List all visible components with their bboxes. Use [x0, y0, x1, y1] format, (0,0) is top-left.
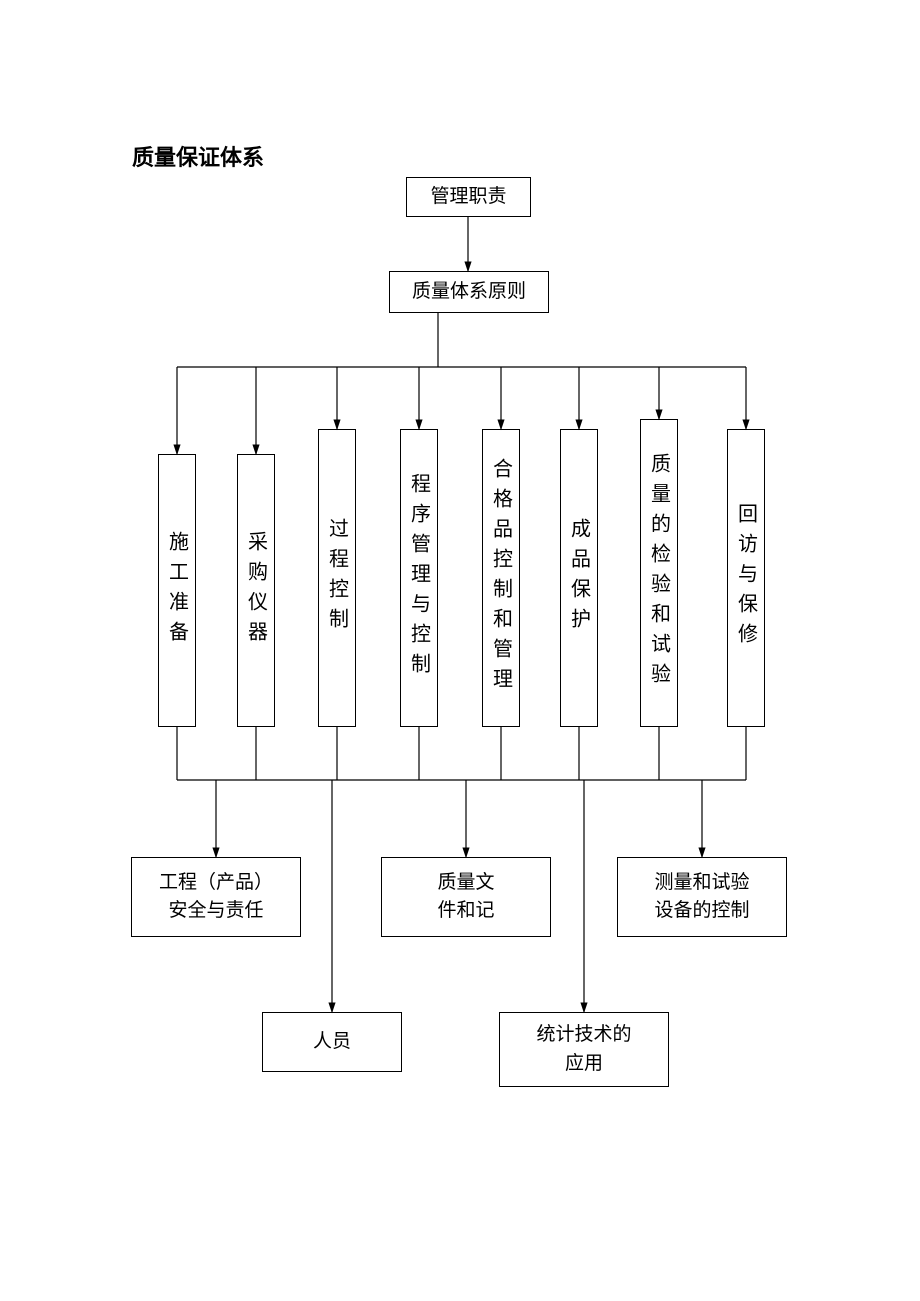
box-safety: 工程（产品）安全与责任 [131, 857, 301, 937]
box-staff: 人员 [262, 1012, 402, 1072]
col-5: 成品保护 [560, 429, 598, 727]
box-mgmt: 管理职责 [406, 177, 531, 217]
measure-line2: 设备的控制 [654, 897, 749, 926]
col-5-label: 成品保护 [565, 518, 594, 638]
col-1: 采购仪器 [237, 454, 275, 727]
col-0-label: 施工准备 [163, 531, 192, 651]
col-3-label: 程序管理与控制 [405, 473, 434, 683]
col-4: 合格品控制和管理 [482, 429, 520, 727]
docs-line1: 质量文 [437, 869, 494, 898]
col-3: 程序管理与控制 [400, 429, 438, 727]
docs-line2: 件和记 [437, 897, 494, 926]
stats-line1: 统计技术的 [536, 1021, 631, 1050]
col-2-label: 过程控制 [323, 518, 352, 638]
col-6-label: 质量的检验和试验 [645, 453, 674, 693]
col-4-label: 合格品控制和管理 [487, 458, 516, 698]
box-stats: 统计技术的应用 [499, 1012, 669, 1087]
box-principle: 质量体系原则 [389, 271, 549, 313]
measure-line1: 测量和试验 [654, 869, 749, 898]
safety-line2: 安全与责任 [168, 897, 263, 926]
page-title: 质量保证体系 [132, 140, 264, 172]
col-7: 回访与保修 [727, 429, 765, 727]
box-measure: 测量和试验设备的控制 [617, 857, 787, 937]
col-6: 质量的检验和试验 [640, 419, 678, 727]
col-7-label: 回访与保修 [732, 503, 761, 653]
box-docs: 质量文件和记 [381, 857, 551, 937]
col-2: 过程控制 [318, 429, 356, 727]
staff-line1: 人员 [313, 1028, 351, 1057]
col-1-label: 采购仪器 [242, 531, 271, 651]
stats-line2: 应用 [565, 1050, 603, 1079]
safety-line1: 工程（产品） [159, 869, 273, 898]
col-0: 施工准备 [158, 454, 196, 727]
